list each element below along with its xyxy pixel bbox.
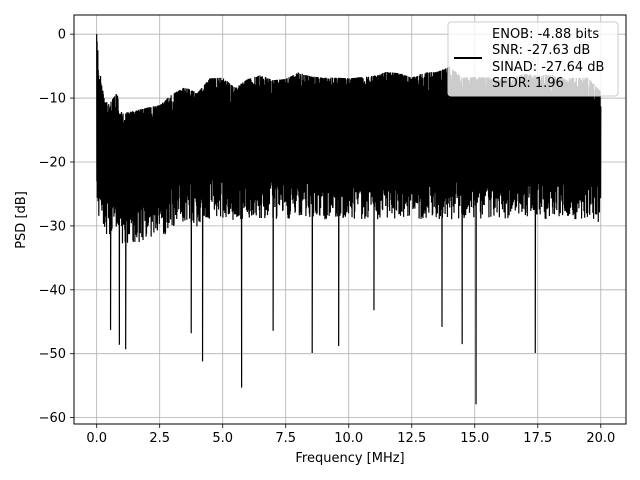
x-tick-label: 20.0 [586, 431, 615, 446]
y-tick-label: 0 [58, 28, 66, 43]
x-axis-ticks: 0.0 2.5 5.0 7.5 10.0 12.5 15.0 17.5 20.0 [86, 424, 615, 446]
x-tick-label: 0.0 [86, 431, 107, 446]
y-tick-label: −30 [39, 219, 66, 234]
x-tick-label: 10.0 [334, 431, 363, 446]
y-tick-label: −40 [39, 283, 66, 298]
psd-trace [96, 34, 602, 405]
psd-series [96, 34, 602, 405]
x-axis-label: Frequency [MHz] [295, 451, 404, 466]
x-tick-label: 5.0 [212, 431, 233, 446]
legend-box [447, 21, 619, 97]
legend-line-snr: SNR: -27.63 dB [492, 43, 590, 58]
y-tick-label: −20 [39, 155, 66, 170]
legend: ENOB: -4.88 bits SNR: -27.63 dB SINAD: -… [447, 21, 619, 97]
x-tick-label: 15.0 [460, 431, 489, 446]
legend-line-enob: ENOB: -4.88 bits [492, 27, 599, 42]
y-axis-ticks: 0 −10 −20 −30 −40 −50 −60 [39, 28, 74, 426]
plot-frame [73, 14, 627, 425]
y-tick-label: −60 [39, 411, 66, 426]
y-tick-label: −50 [39, 347, 66, 362]
x-tick-label: 12.5 [397, 431, 426, 446]
legend-line-sfdr: SFDR: 1.96 [492, 76, 564, 91]
x-tick-label: 2.5 [149, 431, 170, 446]
x-tick-label: 17.5 [523, 431, 552, 446]
y-tick-label: −10 [39, 92, 66, 107]
y-axis-label: PSD [dB] [14, 191, 29, 249]
legend-line-sinad: SINAD: -27.64 dB [492, 60, 604, 75]
x-tick-label: 7.5 [275, 431, 296, 446]
